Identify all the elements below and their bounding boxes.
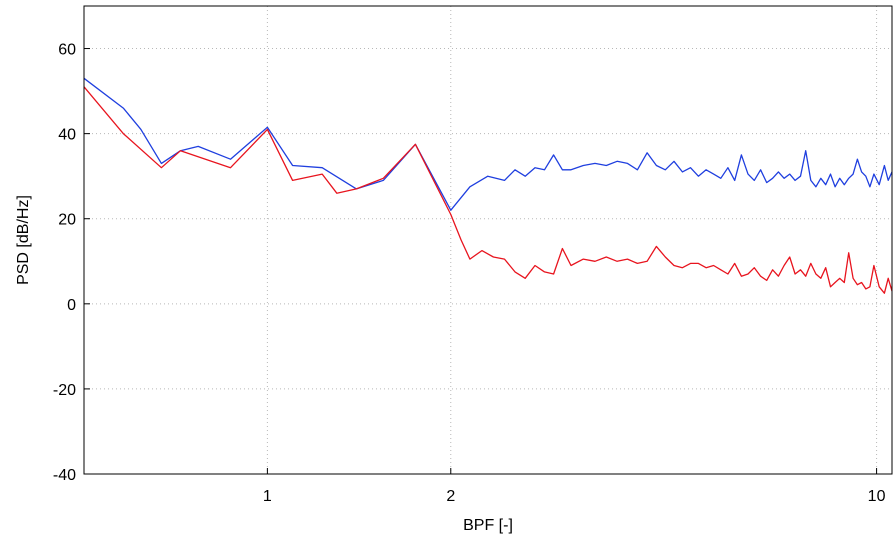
plot-frame <box>83 5 893 475</box>
y-tick-label: 40 <box>58 127 76 144</box>
series-layer <box>83 77 893 294</box>
x-tick-label: 10 <box>868 488 886 505</box>
grid <box>84 6 892 475</box>
y-tick-label: -40 <box>53 467 76 484</box>
x-tick-label: 1 <box>263 488 272 505</box>
y-tick-label: 0 <box>67 297 76 314</box>
series-line-1 <box>83 77 893 211</box>
y-tick-label: 20 <box>58 212 76 229</box>
x-tick-label: 2 <box>446 488 455 505</box>
ticks: -40 -20 0 20 40 60 1 2 10 <box>53 42 886 505</box>
y-tick-label: -20 <box>53 382 76 399</box>
y-tick-label: 60 <box>58 42 76 59</box>
series-line-2 <box>83 86 893 294</box>
x-axis-label: BPF [-] <box>463 517 513 534</box>
y-axis-label: PSD [dB/Hz] <box>15 195 32 285</box>
